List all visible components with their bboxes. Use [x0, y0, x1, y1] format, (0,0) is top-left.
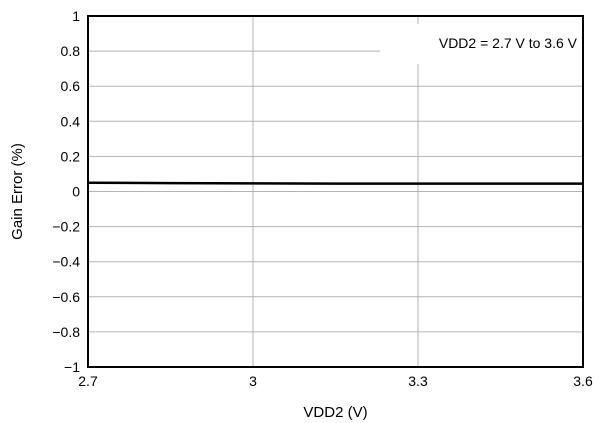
y-axis-label: Gain Error (%) — [9, 143, 26, 240]
y-tick-label: 0.6 — [61, 78, 81, 94]
series-line — [87, 181, 583, 185]
grid-layer — [88, 16, 583, 367]
y-tick-label: −0.8 — [52, 324, 80, 340]
y-tick-label: 0.2 — [61, 148, 81, 164]
x-tick-label: 3.6 — [573, 373, 593, 389]
x-tick-label: 3 — [249, 373, 257, 389]
y-tick-label: 0 — [72, 184, 80, 200]
y-tick-label: 1 — [72, 8, 80, 24]
series-layer — [87, 181, 583, 185]
legend-box: VDD2 = 2.7 V to 3.6 V — [380, 24, 583, 64]
y-tick-label: −0.2 — [52, 219, 80, 235]
y-tick-label: 0.4 — [61, 113, 81, 129]
x-tick-label: 3.3 — [408, 373, 428, 389]
x-axis-label: VDD2 (V) — [303, 404, 367, 421]
plot-frame — [87, 15, 584, 368]
y-tick-label: −0.4 — [52, 254, 80, 270]
y-tick-label: −1 — [64, 359, 80, 375]
y-tick-label: −0.6 — [52, 289, 80, 305]
legend-background — [380, 24, 583, 64]
x-tick-label: 2.7 — [78, 373, 98, 389]
y-tick-label: 0.8 — [61, 43, 81, 59]
tick-label-layer: 1 0.8 0.6 0.4 0.2 0 −0.2 −0.4 −0.6 −0.8 −12.7 3 3.3 3… — [52, 8, 593, 389]
legend-text: VDD2 = 2.7 V to 3.6 V — [439, 35, 578, 51]
